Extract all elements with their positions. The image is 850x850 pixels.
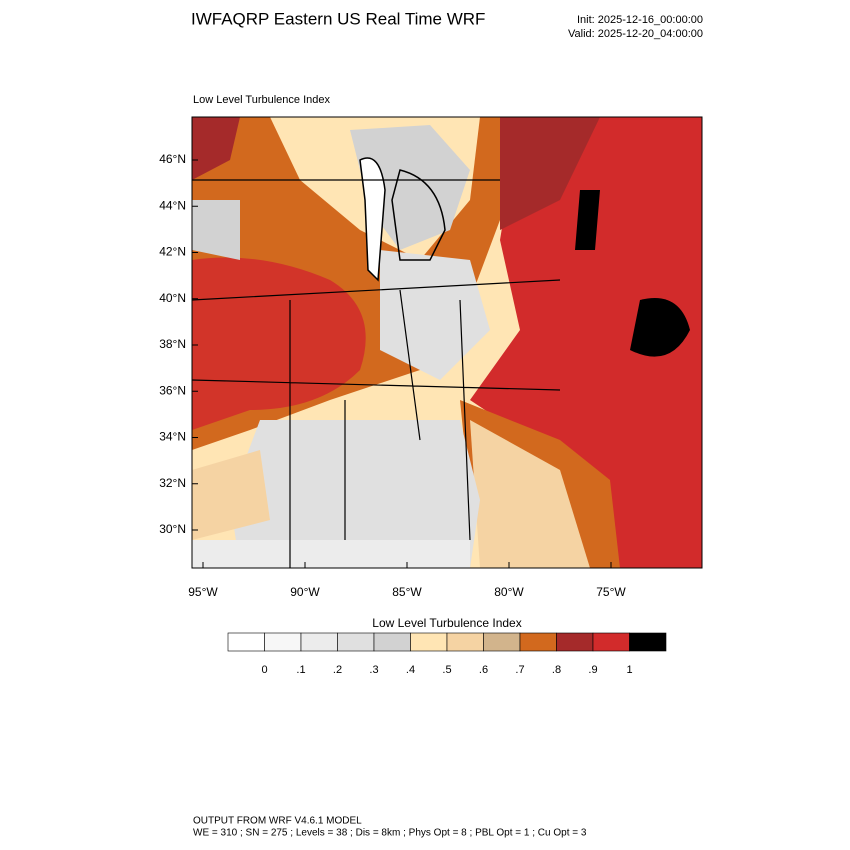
colorbar-label: .2 xyxy=(333,664,342,676)
lon-label: 85°W xyxy=(392,585,422,599)
colorbar-box xyxy=(264,632,302,652)
lat-label: 42°N xyxy=(159,245,186,259)
colorbar-label: .8 xyxy=(552,664,561,676)
valid-time: Valid: 2025-12-20_04:00:00 xyxy=(568,28,703,40)
colorbar-box xyxy=(410,632,448,652)
map-frame xyxy=(191,116,703,569)
lat-label: 38°N xyxy=(159,337,186,351)
colorbar-label: .7 xyxy=(515,664,524,676)
colorbar-box xyxy=(446,632,484,652)
colorbar-label: 1 xyxy=(626,664,632,676)
lon-label: 75°W xyxy=(596,585,626,599)
lon-label: 95°W xyxy=(188,585,218,599)
lon-label: 90°W xyxy=(290,585,320,599)
map-field xyxy=(192,117,702,568)
colorbar-box xyxy=(556,632,594,652)
lat-label: 34°N xyxy=(159,430,186,444)
colorbar-label: .9 xyxy=(588,664,597,676)
init-time: Init: 2025-12-16_00:00:00 xyxy=(577,14,703,26)
title: IWFAQRP Eastern US Real Time WRF xyxy=(191,9,485,28)
lat-label: 40°N xyxy=(159,291,186,305)
lon-label: 80°W xyxy=(494,585,524,599)
lat-label: 30°N xyxy=(159,522,186,536)
colorbar-box xyxy=(337,632,375,652)
colorbar-label: .4 xyxy=(406,664,415,676)
lat-label: 46°N xyxy=(159,152,186,166)
colorbar-label: 0 xyxy=(261,664,267,676)
colorbar-title: Low Level Turbulence Index xyxy=(372,616,521,630)
colorbar-label: .3 xyxy=(369,664,378,676)
colorbar-label: .5 xyxy=(442,664,451,676)
colorbar-box xyxy=(519,632,557,652)
lat-label: 32°N xyxy=(159,476,186,490)
colorbar-box xyxy=(483,632,521,652)
footer-line: OUTPUT FROM WRF V4.6.1 MODEL xyxy=(193,816,362,827)
colorbar-box xyxy=(629,632,667,652)
lat-label: 36°N xyxy=(159,383,186,397)
colorbar-box xyxy=(373,632,411,652)
colorbar-label: .1 xyxy=(296,664,305,676)
footer-line: WE = 310 ; SN = 275 ; Levels = 38 ; Dis … xyxy=(193,828,587,839)
colorbar-box xyxy=(227,632,265,652)
lat-label: 44°N xyxy=(159,198,186,212)
colorbar-box xyxy=(300,632,338,652)
colorbar-box xyxy=(592,632,630,652)
colorbar-label: .6 xyxy=(479,664,488,676)
map-title: Low Level Turbulence Index xyxy=(193,94,330,106)
